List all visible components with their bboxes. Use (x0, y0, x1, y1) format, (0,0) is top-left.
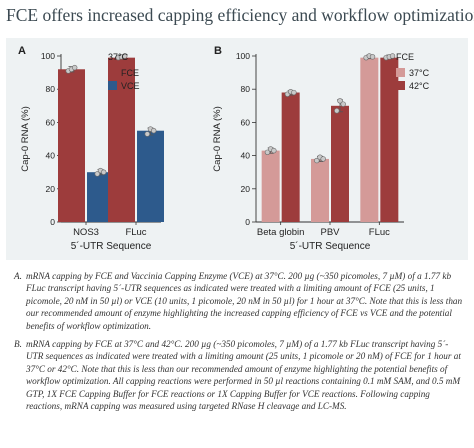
x-tick-label-fluc: FLuc (125, 227, 146, 238)
y-axis-label: Cap-0 RNA (%) (212, 106, 223, 171)
data-point (94, 171, 101, 177)
legend-label-vce: VCE (121, 81, 140, 91)
data-point (337, 98, 343, 104)
legend-label-37-c: 37°C (409, 68, 430, 78)
data-point (389, 53, 396, 59)
data-point (151, 127, 157, 134)
data-point (320, 156, 326, 162)
y-axis-label: Cap-0 RNA (%) (20, 106, 31, 171)
caption-a: A. mRNA capping by FCE and Vaccinia Capp… (14, 270, 464, 332)
legend-swatch-42-c (396, 81, 405, 90)
legend-label-fce: FCE (121, 68, 139, 78)
y-tick-label: 80 (241, 84, 251, 94)
chart-b: B 0 20 40 60 80 100 Cap-0 RNA (%) Beta globin PBV… (212, 45, 430, 252)
data-point (121, 53, 128, 59)
data-point (334, 108, 340, 114)
bar-fce-nos3 (58, 69, 85, 222)
y-tick-label: 100 (236, 51, 250, 61)
data-point (271, 147, 277, 154)
chart-a: A 0 20 40 60 80 100 Cap-0 RNA (%) NOS3 FLuc 5´-UTR… (18, 45, 164, 252)
y-tick-label: 100 (41, 51, 55, 61)
data-point (144, 131, 151, 137)
y-tick-label: 60 (241, 117, 251, 127)
legend-label-42-c: 42°C (409, 81, 430, 91)
data-point (314, 157, 320, 164)
caption-a-letter: A. (14, 271, 22, 281)
caption-b: B. mRNA capping by FCE at 37°C and 42°C.… (14, 338, 464, 412)
data-point (100, 169, 107, 175)
data-point (71, 64, 78, 71)
y-tick-label: 40 (241, 151, 251, 161)
caption-a-text: mRNA capping by FCE and Vaccinia Capping… (26, 271, 463, 331)
x-tick-label-fluc: FLuc (369, 227, 390, 238)
y-tick-label: 20 (46, 184, 56, 194)
x-axis-label: 5´-UTR Sequence (290, 240, 371, 252)
y-tick-label: 0 (245, 217, 250, 227)
legend-swatch-fce (108, 68, 117, 77)
y-tick-label: 40 (46, 151, 56, 161)
panel-label: B (214, 45, 222, 57)
y-tick-label: 20 (241, 184, 251, 194)
figure-charts: A 0 20 40 60 80 100 Cap-0 RNA (%) NOS3 FLuc 5´-UTR… (18, 45, 430, 252)
x-tick-label-beta-globin: Beta globin (257, 227, 305, 238)
y-tick-label: 60 (46, 117, 56, 127)
bar-37-c-beta-globin (261, 150, 280, 222)
x-axis-label: 5´-UTR Sequence (71, 240, 152, 252)
bar-37-c-pbv (311, 158, 329, 222)
legend-title: 37°C (108, 52, 129, 62)
caption-b-text: mRNA capping by FCE at 37°C and 42°C. 20… (26, 339, 461, 412)
data-point (264, 149, 271, 155)
legend-swatch-vce (108, 81, 117, 90)
x-tick-label-nos3: NOS3 (73, 227, 99, 238)
legend-title: FCE (396, 52, 414, 62)
bar-42-c-pbv (331, 105, 349, 222)
panel-label: A (18, 45, 26, 57)
x-tick-label-pbv: PBV (320, 227, 340, 238)
bar-37-c-fluc (360, 57, 379, 222)
captions: A. mRNA capping by FCE and Vaccinia Capp… (14, 270, 464, 418)
data-point (369, 54, 376, 60)
caption-b-letter: B. (14, 339, 22, 350)
page-title: FCE offers increased capping efficiency … (6, 5, 474, 25)
data-point (340, 101, 346, 107)
bar-42-c-fluc (380, 57, 399, 222)
y-tick-label: 80 (46, 84, 56, 94)
data-point (291, 89, 297, 96)
y-tick-label: 0 (50, 217, 55, 227)
bar-vce-fluc (137, 130, 164, 222)
bar-42-c-beta-globin (281, 92, 300, 222)
legend-swatch-37-c (396, 68, 405, 77)
